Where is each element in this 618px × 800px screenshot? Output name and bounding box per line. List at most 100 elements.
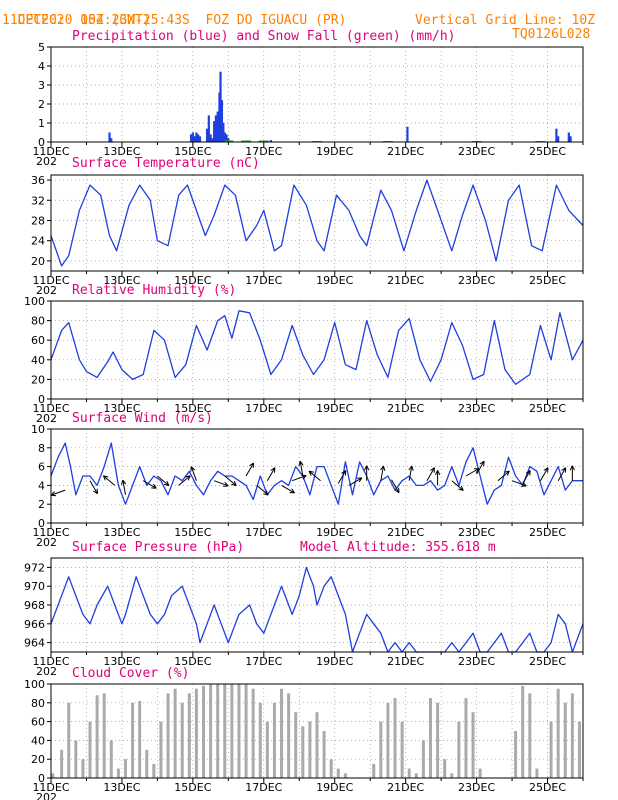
wind-arrowhead (356, 477, 363, 483)
source-label: CPTEC: (17, 13, 65, 28)
wind-arrow (557, 467, 567, 481)
cloud-bar (329, 759, 333, 778)
wind-arrow (451, 480, 464, 491)
humidity-xtick-label: 19DEC (316, 402, 353, 415)
wind-arrow (281, 484, 295, 494)
humidity-xtick-label: 21DEC (387, 402, 424, 415)
cloud-bar (272, 702, 276, 778)
wind-arrow (190, 466, 197, 481)
cloud-bar (450, 773, 454, 778)
wind-arrowhead (479, 460, 485, 467)
precip-bar (211, 138, 214, 142)
wind-arrow (245, 462, 254, 477)
cloud-xtick-label: 13DEC (103, 781, 140, 794)
wind-arrowhead (298, 460, 304, 467)
humidity-xtick-label: 11DEC (32, 402, 69, 415)
wind-arrow (497, 470, 510, 482)
wind-arrow (256, 485, 269, 496)
wind-xtick-label: 15DEC (174, 526, 211, 539)
wind-arrow (522, 470, 531, 484)
temperature-xtick-label: 21DEC (387, 274, 424, 287)
cloud-bar (457, 721, 461, 778)
precip-bar (205, 128, 209, 142)
cloud-year-label: 202 (36, 791, 57, 800)
cloud-bar (421, 740, 425, 778)
cloud-bar (414, 773, 418, 778)
temperature-title: Surface Temperature (nC) (72, 156, 260, 171)
pressure-xtick-label: 21DEC (387, 655, 424, 668)
precip-bar (198, 136, 202, 142)
wind-arrowhead (263, 490, 269, 496)
precip-bar (216, 111, 219, 142)
wind-arrow (511, 480, 527, 487)
cloud-bar (152, 763, 156, 778)
wind-frame (50, 428, 584, 524)
temperature-ytick-label: 20 (31, 255, 45, 268)
pressure-xtick-label: 17DEC (245, 655, 282, 668)
precip-bar (209, 134, 212, 142)
cloud-bar (258, 702, 262, 778)
cloud-bar (60, 749, 64, 778)
header-line-1: CPTEC: 054:23W-25:43S FOZ DO IGUACU (PR) (2, 0, 347, 28)
cloud-bar (123, 759, 127, 778)
cloud-xtick-label: 17DEC (245, 781, 282, 794)
cloud-panel: 0 20 40 60 80 100 11DEC 13DEC 15DEC 17DEC 19DEC 21D… (24, 678, 584, 800)
wind-arrow (308, 470, 321, 482)
precip-bar (195, 132, 198, 142)
header-run-code: TQ0126L028 (512, 27, 591, 42)
wind-arrowhead (504, 470, 510, 476)
cloud-bar (428, 698, 432, 778)
humidity-xtick-label: 25DEC (529, 402, 566, 415)
precip-year-label: 202 (36, 155, 57, 168)
cloud-bar (343, 773, 347, 778)
precip-panel: 0 1 2 3 4 5 11DEC 13DEC 15DEC 17DEC 19DEC 21DEC 23DE… (32, 41, 584, 168)
cloud-bar (216, 684, 220, 778)
wind-arrowhead (458, 485, 464, 491)
wind-arrowhead (561, 467, 567, 473)
wind-panel: 0 2 4 6 8 10 11DEC 13DEC 15DEC 17DEC 19DEC 21DEC 23D… (31, 423, 584, 549)
header-grid-note: Vertical Grid Line: 10Z (415, 13, 596, 28)
wind-arrow (348, 477, 363, 486)
wind-arrow (266, 467, 276, 481)
wind-arrowhead (102, 475, 109, 481)
wind-arrowhead (364, 465, 370, 471)
wind-arrowhead (341, 470, 347, 476)
cloud-bar (116, 768, 120, 778)
cloud-xtick-label: 15DEC (174, 781, 211, 794)
precip-frame (50, 46, 584, 143)
pressure-ytick-label: 964 (24, 637, 45, 650)
wind-arrow (50, 489, 66, 496)
cloud-ytick-label: 100 (24, 678, 45, 691)
pressure-panel: 964 966 968 970 972 11DEC 13DEC 15DEC 17DEC 19DEC… (24, 557, 584, 678)
pressure-xtick-label: 25DEC (529, 655, 566, 668)
cloud-ytick-label: 80 (31, 697, 45, 710)
cloud-bar (386, 702, 390, 778)
cloud-bar (563, 702, 567, 778)
wind-line (50, 442, 583, 505)
model-altitude: Model Altitude: 355.618 m (300, 540, 496, 555)
wind-ytick-label: 6 (38, 461, 45, 474)
wind-arrowhead (231, 480, 237, 487)
wind-arrowhead (430, 467, 435, 473)
temperature-frame (50, 174, 584, 272)
precip-bar (193, 136, 196, 142)
wind-arrow (213, 480, 229, 487)
cloud-bar (51, 773, 55, 778)
cloud-bar (443, 759, 447, 778)
wind-arrowhead (163, 480, 170, 487)
humidity-year-label: 202 (36, 412, 57, 425)
wind-xtick-label: 17DEC (245, 526, 282, 539)
cloud-xtick-label: 19DEC (316, 781, 353, 794)
cloud-ytick-label: 20 (31, 753, 45, 766)
precip-bar (197, 134, 200, 142)
pressure-xtick-label: 23DEC (458, 655, 495, 668)
cloud-bar (237, 684, 241, 778)
wind-ytick-label: 4 (38, 479, 45, 492)
wind-arrowhead (223, 481, 229, 487)
precip-bar (220, 100, 224, 142)
wind-arrow (122, 479, 126, 495)
wind-arrowhead (121, 479, 127, 485)
wind-arrow (426, 467, 435, 481)
wind-arrow (89, 480, 98, 494)
temperature-ytick-label: 36 (31, 174, 45, 187)
